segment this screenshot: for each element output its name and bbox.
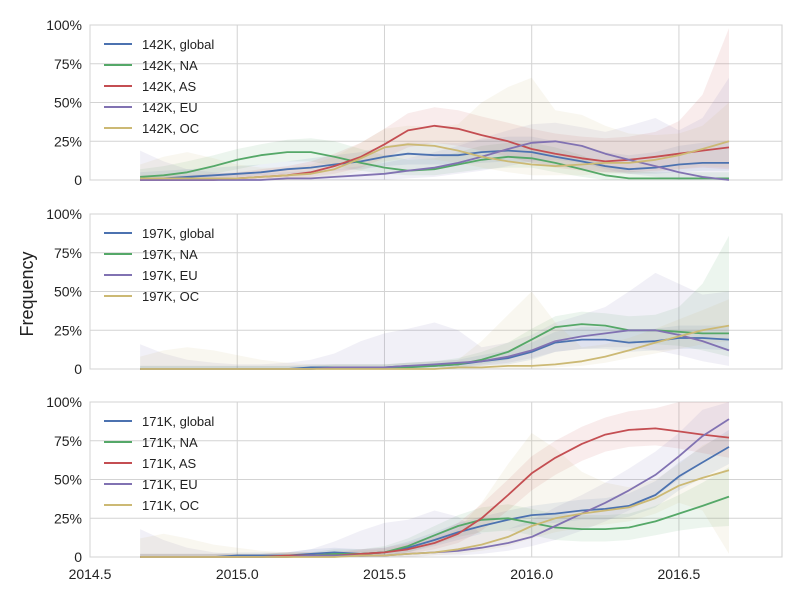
series-line-global: [140, 446, 730, 558]
legend-entry-NA: 171K, NA: [142, 435, 198, 450]
panel-3: 0 25% 50% 75% 100% 2014.5 2015.0 2015.5 2016.0 20…: [46, 394, 783, 582]
legend-entry-OC: 142K, OC: [142, 121, 199, 136]
legend-entry-AS: 142K, AS: [142, 79, 197, 94]
confidence-band-OC: [140, 291, 730, 369]
x-tick-label: 2015.0: [216, 566, 259, 582]
y-tick-label: 50%: [54, 284, 82, 300]
x-tick-label: 2016.5: [658, 566, 701, 582]
y-axis-label: Frequency: [17, 251, 37, 336]
confidence-band-EU: [140, 402, 730, 557]
y-tick-label: 25%: [54, 322, 82, 338]
x-tick-label: 2015.5: [363, 566, 406, 582]
y-tick-label: 25%: [54, 510, 82, 526]
confidence-band-NA: [140, 467, 730, 557]
series-line-NA: [140, 151, 729, 180]
series-line-OC: [140, 140, 730, 180]
confidence-band-EU: [140, 77, 730, 180]
confidence-band-EU: [140, 272, 730, 369]
legend-entry-EU: 197K, EU: [142, 268, 198, 283]
legend-entry-NA: 197K, NA: [142, 247, 198, 262]
legend: 171K, global 171K, NA 171K, AS 171K, EU 171K…: [104, 414, 214, 513]
legend-entry-EU: 142K, EU: [142, 100, 198, 115]
y-tick-label: 75%: [54, 245, 82, 261]
series-line-EU: [140, 140, 730, 181]
y-tick-label: 100%: [46, 394, 82, 410]
x-tick-label: 2014.5: [69, 566, 112, 582]
series-line-OC: [140, 324, 730, 370]
y-tick-label: 100%: [46, 17, 82, 33]
legend-entry-EU: 171K, EU: [142, 477, 198, 492]
y-tick-label: 0: [74, 549, 82, 565]
series-line-OC: [140, 469, 730, 558]
legend: 197K, global 197K, NA 197K, EU 197K, OC: [104, 226, 214, 304]
y-tick-label: 100%: [46, 206, 82, 222]
confidence-band-AS: [140, 28, 730, 180]
legend: 142K, global 142K, NA 142K, AS 142K, EU 142K…: [104, 37, 214, 136]
y-tick-label: 75%: [54, 433, 82, 449]
legend-entry-global: 142K, global: [142, 37, 214, 52]
y-tick-label: 25%: [54, 133, 82, 149]
x-tick-label: 2016.0: [510, 566, 553, 582]
legend-entry-AS: 171K, AS: [142, 456, 197, 471]
y-tick-label: 50%: [54, 472, 82, 488]
confidence-band-AS: [140, 402, 730, 557]
y-tick-label: 0: [74, 172, 82, 188]
confidence-band-OC: [140, 433, 730, 557]
y-tick-label: 0: [74, 361, 82, 377]
series-line-global: [140, 149, 729, 180]
y-tick-label: 75%: [54, 56, 82, 72]
legend-entry-NA: 142K, NA: [142, 58, 198, 73]
legend-entry-global: 197K, global: [142, 226, 214, 241]
legend-entry-OC: 197K, OC: [142, 289, 199, 304]
y-tick-label: 50%: [54, 95, 82, 111]
legend-entry-global: 171K, global: [142, 414, 214, 429]
confidence-band-OC: [140, 77, 730, 180]
legend-entry-OC: 171K, OC: [142, 498, 199, 513]
